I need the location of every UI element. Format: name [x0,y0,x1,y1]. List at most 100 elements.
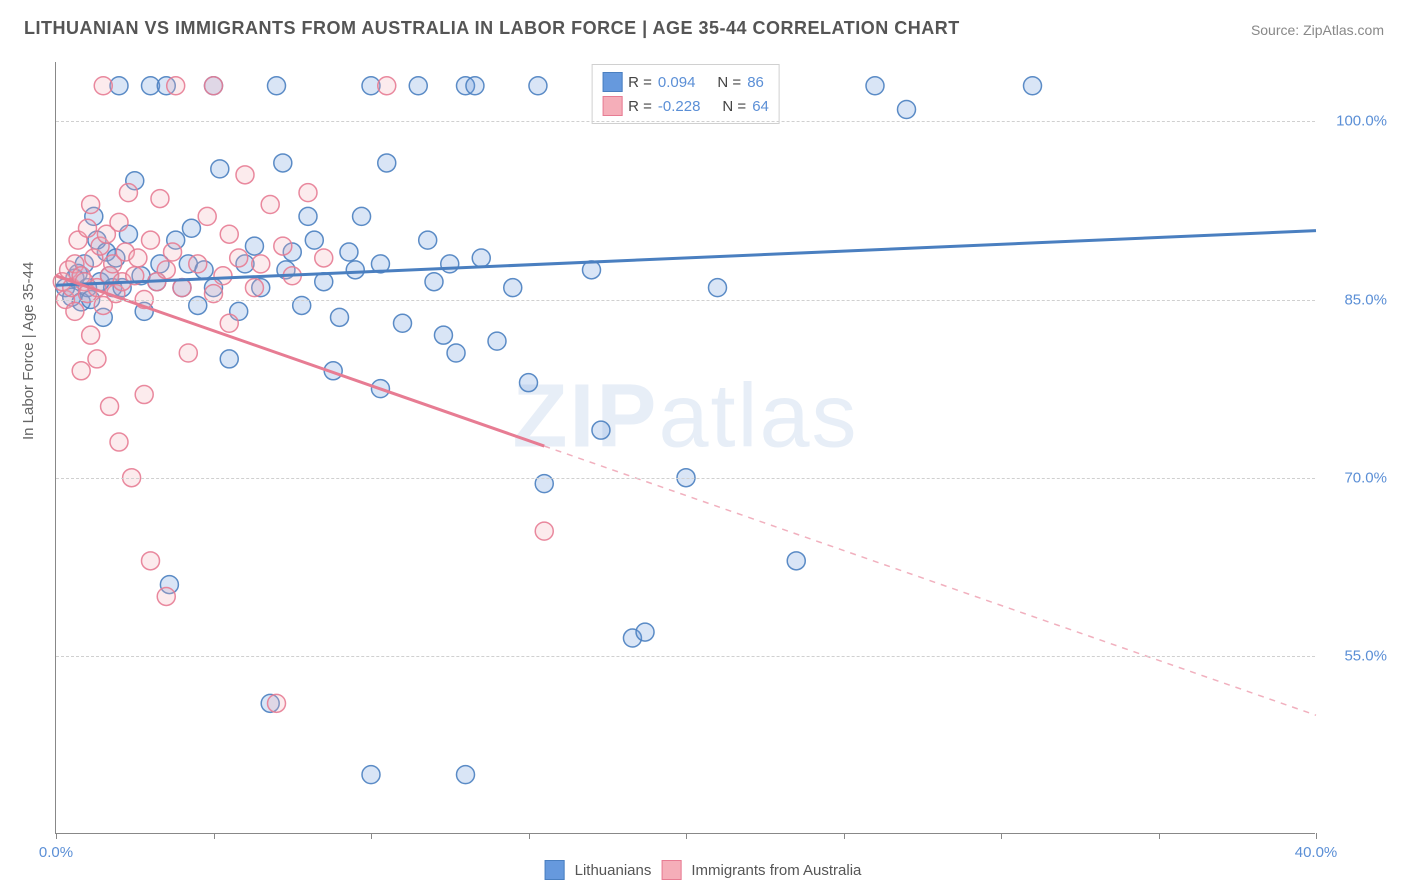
data-point [488,332,506,350]
r-value: 0.094 [658,74,696,91]
data-point [88,350,106,368]
x-tick [214,833,215,839]
data-point [520,374,538,392]
data-point [378,77,396,95]
data-point [268,77,286,95]
data-point [198,207,216,225]
chart-title: LITHUANIAN VS IMMIGRANTS FROM AUSTRALIA … [24,18,960,39]
data-point [245,279,263,297]
data-point [299,207,317,225]
legend-row: R = -0.228 N = 64 [602,94,769,118]
data-point [220,314,238,332]
x-tick-label: 40.0% [1295,844,1338,861]
source-label: Source: ZipAtlas.com [1251,22,1384,38]
n-value: 64 [752,98,769,115]
data-point [66,302,84,320]
data-point [592,421,610,439]
data-point [110,213,128,231]
data-point [409,77,427,95]
trend-line-extrapolated [544,446,1316,715]
data-point [378,154,396,172]
data-point [167,77,185,95]
data-point [394,314,412,332]
data-point [425,273,443,291]
x-tick [56,833,57,839]
gridline [56,121,1315,122]
data-point [472,249,490,267]
gridline [56,656,1315,657]
n-label: N = [717,74,741,91]
data-point [529,77,547,95]
n-label: N = [722,98,746,115]
data-point [447,344,465,362]
data-point [441,255,459,273]
x-tick [1001,833,1002,839]
data-point [214,267,232,285]
data-point [353,207,371,225]
data-point [299,184,317,202]
y-tick-label: 85.0% [1327,291,1387,308]
chart-plot-area: ZIPatlas R =0.094N =86R =-0.228N =64 55.… [55,62,1315,834]
data-point [205,77,223,95]
data-point [142,552,160,570]
data-point [346,261,364,279]
data-point [434,326,452,344]
series-legend: LithuaniansImmigrants from Australia [545,860,862,880]
data-point [164,243,182,261]
data-point [82,196,100,214]
data-point [787,552,805,570]
data-point [331,308,349,326]
data-point [419,231,437,249]
data-point [362,766,380,784]
x-tick [529,833,530,839]
r-label: R = [628,74,652,91]
data-point [157,261,175,279]
scatter-svg [56,62,1315,833]
data-point [151,190,169,208]
data-point [135,386,153,404]
data-point [157,587,175,605]
legend-swatch [602,96,622,116]
data-point [82,326,100,344]
y-tick-label: 55.0% [1327,647,1387,664]
data-point [535,522,553,540]
gridline [56,300,1315,301]
legend-swatch [545,860,565,880]
x-tick [844,833,845,839]
data-point [268,694,286,712]
legend-swatch [602,72,622,92]
data-point [94,77,112,95]
x-tick [686,833,687,839]
data-point [457,766,475,784]
data-point [261,196,279,214]
data-point [220,225,238,243]
gridline [56,478,1315,479]
x-tick-label: 0.0% [39,844,73,861]
data-point [110,433,128,451]
data-point [230,249,248,267]
legend-swatch [661,860,681,880]
data-point [211,160,229,178]
x-tick [1316,833,1317,839]
data-point [252,255,270,273]
r-label: R = [628,98,652,115]
x-tick [1159,833,1160,839]
y-axis-label: In Labor Force | Age 35-44 [20,262,37,440]
data-point [236,166,254,184]
data-point [72,362,90,380]
data-point [245,237,263,255]
r-value: -0.228 [658,98,701,115]
data-point [189,255,207,273]
data-point [274,154,292,172]
data-point [504,279,522,297]
data-point [119,184,137,202]
y-tick-label: 70.0% [1327,469,1387,486]
legend-row: R =0.094N =86 [602,70,769,94]
data-point [466,77,484,95]
data-point [866,77,884,95]
data-point [1024,77,1042,95]
data-point [79,219,97,237]
data-point [274,237,292,255]
y-tick-label: 100.0% [1327,113,1387,130]
data-point [315,249,333,267]
